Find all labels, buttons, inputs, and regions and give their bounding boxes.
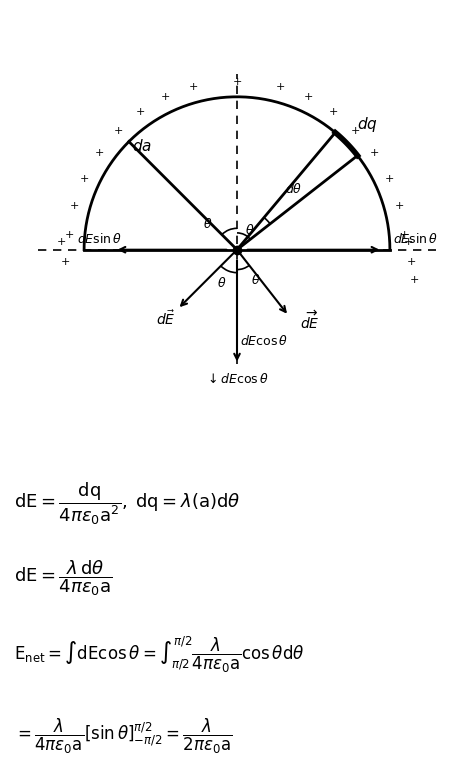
Text: $= \dfrac{\lambda}{4\pi\varepsilon_0\mathrm{a}}[\sin\theta]_{-\pi/2}^{\pi/2} = \: $= \dfrac{\lambda}{4\pi\varepsilon_0\mat… (14, 716, 232, 755)
Text: +: + (94, 149, 104, 158)
Text: $\theta$: $\theta$ (217, 276, 227, 290)
Text: $da$: $da$ (132, 138, 152, 154)
Text: $dE\sin\theta$: $dE\sin\theta$ (393, 232, 438, 246)
Text: +: + (70, 201, 79, 211)
Text: +: + (161, 92, 171, 102)
Text: +: + (65, 230, 74, 240)
Text: +: + (303, 92, 313, 102)
Text: +: + (329, 107, 338, 117)
Text: +: + (136, 107, 145, 117)
Text: $\downarrow dE\cos\theta$: $\downarrow dE\cos\theta$ (205, 372, 269, 386)
Text: $\overrightarrow{dE}$: $\overrightarrow{dE}$ (301, 309, 320, 332)
Text: +: + (113, 126, 123, 136)
Text: +: + (232, 77, 242, 87)
Text: +: + (370, 149, 380, 158)
Text: $\theta$: $\theta$ (203, 217, 213, 231)
Text: +: + (403, 237, 413, 247)
Text: +: + (56, 237, 66, 247)
Text: +: + (407, 257, 416, 267)
Text: $\mathrm{E}_{\mathrm{net}} = \int \mathrm{dE}\cos\theta = \int_{\pi/2}^{\pi/2} \: $\mathrm{E}_{\mathrm{net}} = \int \mathr… (14, 634, 305, 675)
Text: +: + (276, 82, 285, 92)
Text: +: + (61, 257, 71, 267)
Text: $\theta$: $\theta$ (251, 273, 260, 287)
Text: $dE\sin\theta$: $dE\sin\theta$ (77, 232, 122, 246)
Text: $\mathrm{dE} = \dfrac{\mathrm{dq}}{4\pi\varepsilon_0\mathrm{a}^2},\; \mathrm{dq}: $\mathrm{dE} = \dfrac{\mathrm{dq}}{4\pi\… (14, 480, 240, 526)
Text: $\mathrm{dE} = \dfrac{\lambda\, \mathrm{d}\theta}{4\pi\varepsilon_0\mathrm{a}}$: $\mathrm{dE} = \dfrac{\lambda\, \mathrm{… (14, 558, 113, 598)
Text: +: + (395, 201, 404, 211)
Text: +: + (80, 174, 89, 184)
Text: $d\theta$: $d\theta$ (285, 181, 302, 196)
Text: $dq$: $dq$ (356, 115, 377, 134)
Text: +: + (189, 82, 198, 92)
Text: +: + (400, 230, 409, 240)
Text: +: + (385, 174, 394, 184)
Text: $\theta$: $\theta$ (245, 223, 254, 237)
Text: $dE\cos\theta$: $dE\cos\theta$ (240, 335, 288, 349)
Text: +: + (351, 126, 361, 136)
Text: $d\vec{E}$: $d\vec{E}$ (155, 309, 175, 328)
Text: +: + (410, 275, 419, 285)
